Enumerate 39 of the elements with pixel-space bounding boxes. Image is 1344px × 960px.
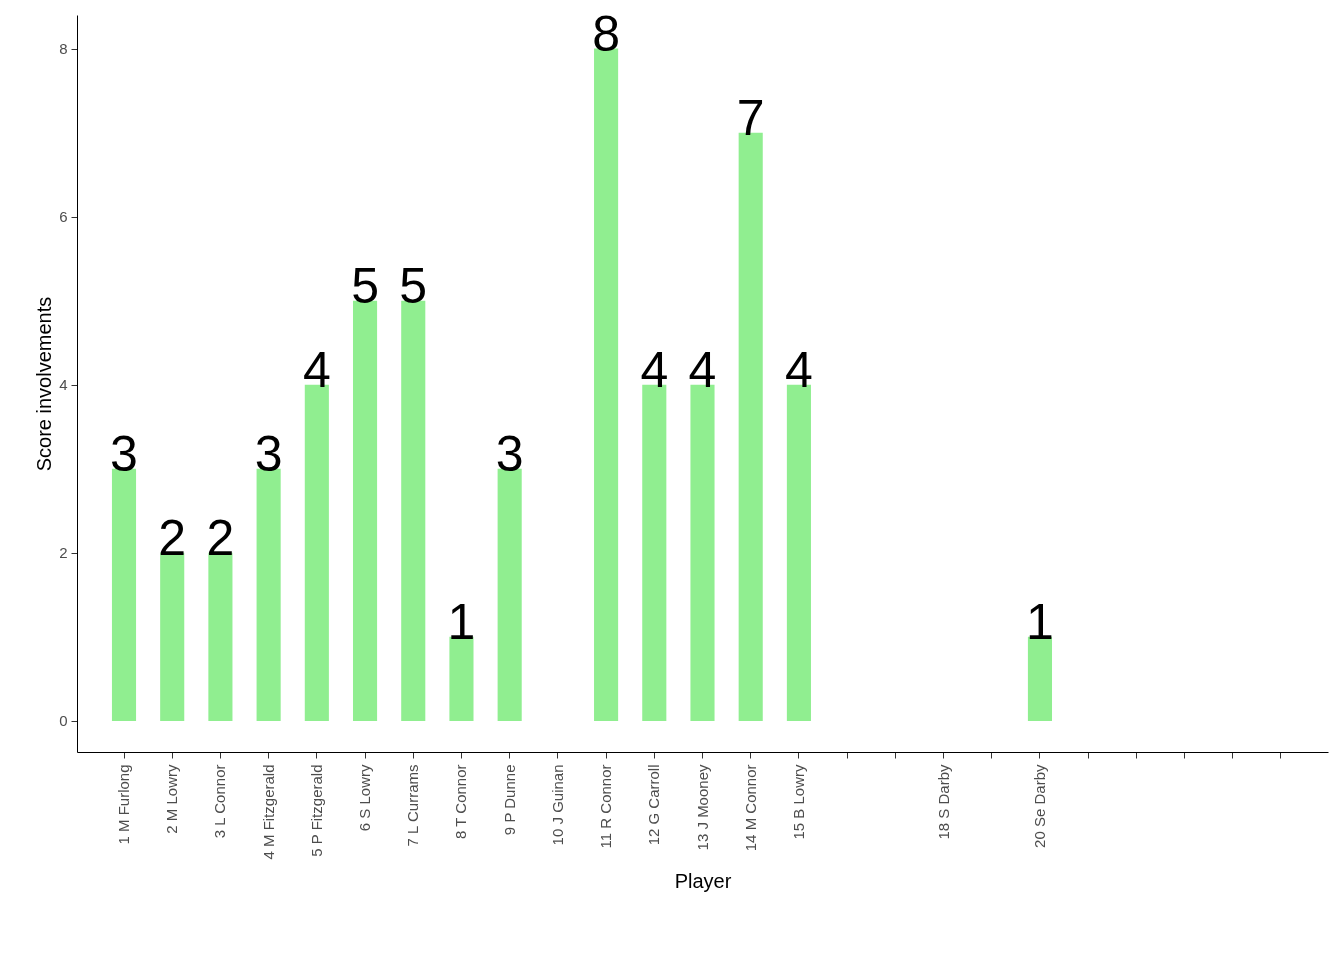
data-label: 5 xyxy=(351,257,379,314)
data-label: 1 xyxy=(447,593,476,650)
x-tick-label: 6 S Lowry xyxy=(356,764,374,832)
data-label: 2 xyxy=(206,509,235,566)
data-label: 3 xyxy=(254,425,283,482)
x-tick-label: 14 M Connor xyxy=(741,764,759,852)
x-tick-label: 11 R Connor xyxy=(597,764,615,849)
x-tick-label: 18 S Darby xyxy=(934,764,952,840)
y-tick-label: 2 xyxy=(59,544,68,562)
x-tick-label: 3 L Connor xyxy=(211,764,229,839)
x-tick-label: 20 Se Darby xyxy=(1030,764,1048,848)
data-label: 5 xyxy=(399,257,428,314)
x-tick-label: 4 M Fitzgerald xyxy=(259,764,277,860)
x-tick-label: 9 P Dunne xyxy=(500,764,518,836)
data-label: 4 xyxy=(688,341,717,398)
data-label: 2 xyxy=(158,509,187,566)
x-tick-label: 8 T Connor xyxy=(452,764,470,839)
data-label: 4 xyxy=(640,341,669,398)
data-label: 3 xyxy=(110,425,138,482)
x-tick-label: 13 J Mooney xyxy=(693,764,711,851)
x-tick-label: 12 G Carroll xyxy=(645,764,663,846)
data-label: 3 xyxy=(495,425,524,482)
y-axis-title: Score involvements xyxy=(33,296,56,472)
x-axis-title: Player xyxy=(674,869,732,892)
x-tick-label: 1 M Furlong xyxy=(115,764,132,845)
x-tick-label: 10 J Guinan xyxy=(548,764,566,846)
y-tick-label: 6 xyxy=(59,208,68,226)
y-tick-label: 4 xyxy=(59,376,68,394)
y-tick-label: 8 xyxy=(59,40,68,58)
x-tick-label: 7 L Currams xyxy=(404,764,422,847)
data-label: 4 xyxy=(302,341,331,398)
data-label: 8 xyxy=(592,5,620,62)
x-tick-label: 2 M Lowry xyxy=(163,764,181,834)
x-tick-label: 15 B Lowry xyxy=(789,764,807,840)
data-label: 7 xyxy=(736,89,765,146)
data-label: 4 xyxy=(785,341,813,398)
y-tick-label: 0 xyxy=(59,712,68,730)
x-tick-label: 5 P Fitzgerald xyxy=(307,764,325,857)
data-label: 1 xyxy=(1026,593,1054,650)
